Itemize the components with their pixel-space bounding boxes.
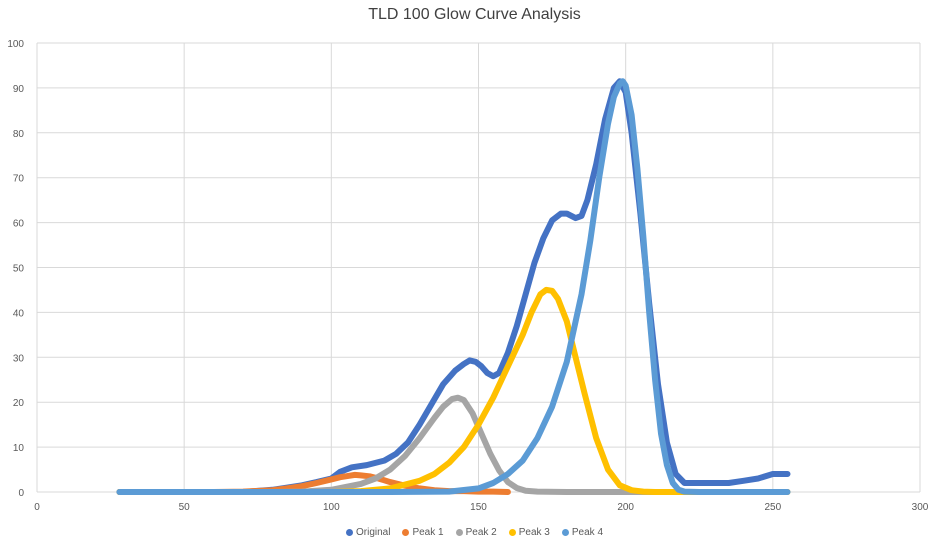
y-tick-label: 100 — [7, 39, 24, 50]
y-tick-label: 70 — [13, 174, 25, 185]
y-tick-label: 50 — [13, 264, 25, 275]
y-tick-label: 0 — [18, 488, 24, 499]
x-tick-label: 250 — [764, 502, 781, 513]
legend-marker-icon — [508, 528, 516, 536]
series-line-peak-2 — [116, 394, 791, 495]
series-line-peak-3 — [116, 286, 791, 495]
legend-label: Peak 3 — [518, 527, 550, 538]
y-tick-label: 10 — [13, 443, 25, 454]
legend-marker-icon — [345, 528, 353, 536]
series-line-peak-4 — [116, 78, 791, 495]
legend-marker-icon — [561, 528, 569, 536]
legend-item: Peak 4 — [561, 527, 604, 538]
x-tick-label: 200 — [617, 502, 634, 513]
y-tick-label: 80 — [13, 129, 25, 140]
legend-label: Peak 2 — [465, 527, 497, 538]
y-tick-label: 30 — [13, 353, 25, 364]
x-tick-label: 300 — [912, 502, 929, 513]
x-tick-label: 100 — [323, 502, 340, 513]
legend-label: Peak 1 — [412, 527, 444, 538]
legend: Original Peak 1 Peak 2 Peak 3 Peak 4 — [0, 527, 949, 538]
legend-item: Peak 3 — [508, 527, 550, 538]
legend-item: Peak 1 — [402, 527, 444, 538]
legend-item: Original — [345, 527, 391, 538]
legend-label: Original — [355, 527, 391, 538]
x-tick-label: 150 — [470, 502, 487, 513]
y-tick-label: 90 — [13, 84, 25, 95]
series-line-original — [116, 78, 791, 495]
legend-label: Peak 4 — [571, 527, 604, 538]
y-tick-label: 60 — [13, 219, 25, 230]
x-tick-label: 50 — [179, 502, 191, 513]
y-tick-label: 40 — [13, 308, 25, 319]
legend-marker-icon — [455, 528, 463, 536]
legend-item: Peak 2 — [455, 527, 497, 538]
x-tick-label: 0 — [34, 502, 40, 513]
legend-marker-icon — [402, 528, 410, 536]
chart-title: TLD 100 Glow Curve Analysis — [368, 6, 581, 23]
y-tick-label: 20 — [13, 398, 25, 409]
